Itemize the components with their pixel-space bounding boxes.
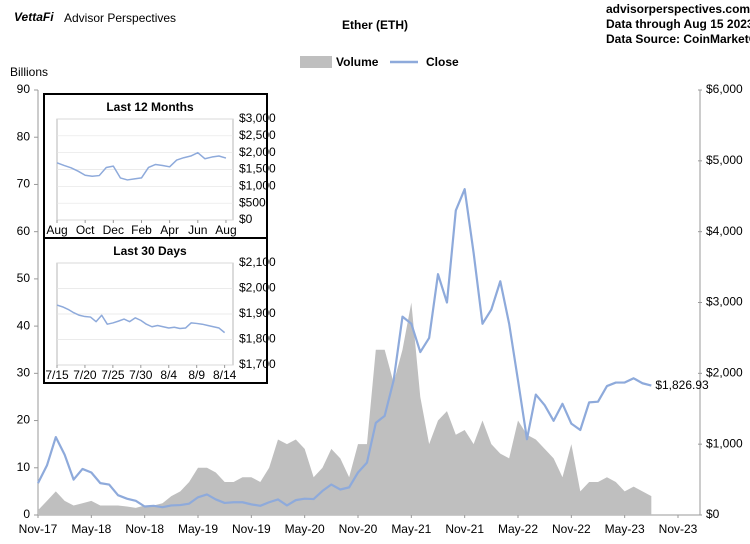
y-tick-label: $1,500 (239, 162, 276, 176)
brand: Advisor Perspectives (64, 11, 176, 25)
y-axis-label: Billions (10, 65, 48, 79)
x-tick-label: 8/9 (188, 368, 205, 382)
site: advisorperspectives.com (606, 2, 750, 16)
inset-title: Last 12 Months (106, 100, 194, 114)
logo: VettaFi (14, 10, 54, 24)
legend-label: Close (426, 55, 459, 69)
y2-tick-label: $1,000 (706, 436, 743, 450)
y2-tick-label: $5,000 (706, 153, 743, 167)
y-tick-label: $500 (239, 195, 266, 209)
x-tick-label: Nov-17 (19, 522, 58, 536)
y-tick-label: 0 (23, 507, 30, 521)
x-tick-label: Aug (215, 223, 236, 237)
y-tick-label: 20 (17, 413, 31, 427)
x-tick-label: Nov-21 (445, 522, 484, 536)
value-label: $1,826.93 (655, 378, 709, 392)
chart-title: Ether (ETH) (342, 18, 408, 32)
y-tick-label: $1,000 (239, 179, 276, 193)
y-tick-label: 50 (17, 271, 31, 285)
x-tick-label: 7/20 (73, 368, 97, 382)
y-tick-label: 70 (17, 177, 31, 191)
main-plot: 0102030405060708090$0$1,000$2,000$3,000$… (17, 55, 743, 536)
y2-tick-label: $2,000 (706, 366, 743, 380)
inset-box (43, 93, 268, 239)
y2-tick-label: $3,000 (706, 295, 743, 309)
x-tick-label: Aug (46, 223, 67, 237)
x-tick-label: Nov-19 (232, 522, 271, 536)
y-tick-label: $1,900 (239, 306, 276, 320)
volume-area (38, 302, 652, 515)
y-tick-label: $2,000 (239, 145, 276, 159)
y2-tick-label: $0 (706, 507, 720, 521)
y-tick-label: 10 (17, 460, 31, 474)
inset-plot: $1,700 $1,800 $1,900 $2,000 $2,100 7/15 7/20 7/… (45, 255, 276, 382)
x-tick-label: Dec (103, 223, 124, 237)
inset-plot: $0 $500 $1,000 $1,500 $2,000 $2,500 $3,000 Aug O… (46, 111, 276, 237)
y-tick-label: 80 (17, 129, 31, 143)
x-tick-label: Apr (160, 223, 179, 237)
x-tick-label: Oct (76, 223, 95, 237)
x-tick-label: Nov-22 (552, 522, 591, 536)
x-tick-label: Nov-18 (125, 522, 164, 536)
x-tick-label: May-18 (71, 522, 111, 536)
x-tick-label: Nov-20 (339, 522, 378, 536)
y-tick-label: 30 (17, 366, 31, 380)
price-line (56, 304, 226, 334)
x-tick-label: 7/15 (45, 368, 69, 382)
y-tick-label: $1,800 (239, 332, 276, 346)
y-tick-label: 40 (17, 318, 31, 332)
x-tick-label: Feb (131, 223, 152, 237)
y-tick-label: $3,000 (239, 111, 276, 125)
y-tick-label: $0 (239, 212, 253, 226)
x-tick-label: 8/14 (213, 368, 237, 382)
data-through: Data through Aug 15 2023 (606, 17, 750, 31)
y2-tick-label: $4,000 (706, 224, 743, 238)
price-line (56, 151, 227, 181)
y-tick-label: $2,000 (239, 281, 276, 295)
x-tick-label: 7/30 (129, 368, 153, 382)
y-tick-label: $2,100 (239, 255, 276, 269)
y-tick-label: $2,500 (239, 128, 276, 142)
price-line (37, 188, 652, 509)
x-tick-label: May-20 (285, 522, 325, 536)
x-tick-label: 7/25 (101, 368, 125, 382)
x-tick-label: Nov-23 (659, 522, 698, 536)
x-tick-label: 8/4 (160, 368, 177, 382)
x-tick-label: May-19 (178, 522, 218, 536)
inset-title: Last 30 Days (113, 244, 187, 258)
y2-tick-label: $6,000 (706, 82, 743, 96)
x-tick-label: May-23 (605, 522, 645, 536)
inset-box (43, 237, 268, 384)
x-tick-label: Jun (188, 223, 207, 237)
data-source: Data Source: CoinMarketCap (606, 32, 750, 46)
y-tick-label: 90 (17, 82, 31, 96)
legend-swatch (300, 56, 332, 68)
x-tick-label: May-22 (498, 522, 538, 536)
y-tick-label: 60 (17, 224, 31, 238)
x-tick-label: May-21 (391, 522, 431, 536)
legend-label: Volume (336, 55, 379, 69)
y-tick-label: $1,700 (239, 357, 276, 371)
